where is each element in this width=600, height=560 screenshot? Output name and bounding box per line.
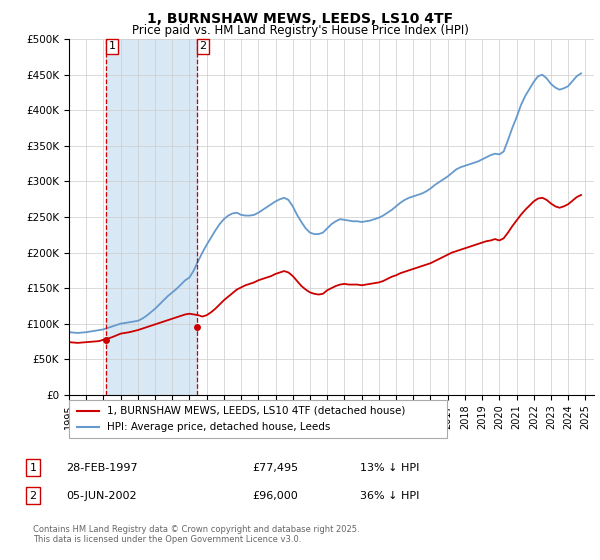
Text: £96,000: £96,000 [252,491,298,501]
Text: Price paid vs. HM Land Registry's House Price Index (HPI): Price paid vs. HM Land Registry's House … [131,24,469,37]
Text: 13% ↓ HPI: 13% ↓ HPI [360,463,419,473]
Text: 36% ↓ HPI: 36% ↓ HPI [360,491,419,501]
Text: 2: 2 [29,491,37,501]
Text: 1: 1 [29,463,37,473]
Text: 28-FEB-1997: 28-FEB-1997 [66,463,137,473]
FancyBboxPatch shape [69,400,447,438]
Text: 1, BURNSHAW MEWS, LEEDS, LS10 4TF (detached house): 1, BURNSHAW MEWS, LEEDS, LS10 4TF (detac… [107,405,405,416]
Text: 2: 2 [199,41,206,52]
Bar [106,39,197,395]
Text: 1: 1 [109,41,116,52]
Text: Contains HM Land Registry data © Crown copyright and database right 2025.
This d: Contains HM Land Registry data © Crown c… [33,525,359,544]
Text: £77,495: £77,495 [252,463,298,473]
Text: 05-JUN-2002: 05-JUN-2002 [66,491,137,501]
Text: HPI: Average price, detached house, Leeds: HPI: Average price, detached house, Leed… [107,422,330,432]
Text: 1, BURNSHAW MEWS, LEEDS, LS10 4TF: 1, BURNSHAW MEWS, LEEDS, LS10 4TF [147,12,453,26]
